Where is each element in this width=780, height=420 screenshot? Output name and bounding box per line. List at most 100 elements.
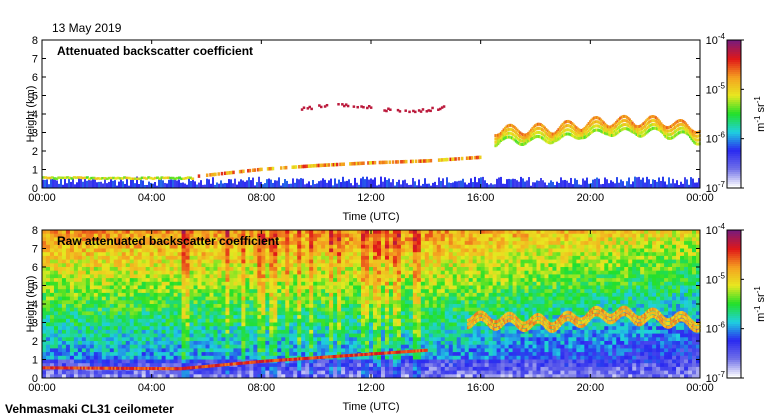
raw-cell <box>384 348 390 353</box>
upper-cloud-cell <box>609 133 612 137</box>
raw-cell <box>245 278 250 283</box>
raw-cell <box>65 263 71 268</box>
colorbar-swatch <box>727 112 741 115</box>
upper-cloud-cell <box>628 121 631 125</box>
raw-cell <box>201 292 206 297</box>
raw-cell <box>105 296 111 301</box>
raw-cell <box>193 252 198 257</box>
upper-cloud-cell <box>679 119 682 123</box>
raw-cell <box>141 374 147 379</box>
raw-cell <box>408 244 414 249</box>
raw-cell <box>285 311 290 316</box>
raw-cell <box>273 289 278 294</box>
raw-cell <box>273 274 278 279</box>
raw-cell <box>372 374 378 379</box>
raw-cell <box>357 344 362 349</box>
raw-cell <box>396 374 402 379</box>
raw-cell <box>245 244 250 249</box>
upper-cloud-cell <box>610 130 614 134</box>
raw-cell <box>257 274 262 279</box>
upper-cloud-cell <box>661 128 664 132</box>
raw-cell <box>149 285 155 290</box>
raw-cell <box>325 311 330 316</box>
raw-cell <box>109 304 115 309</box>
raw-cell <box>57 370 63 375</box>
upper-cloud-cell <box>560 128 563 132</box>
date-label: 13 May 2019 <box>52 21 122 35</box>
raw-cell <box>253 337 258 342</box>
raw-cell <box>57 348 63 353</box>
raw-cell <box>53 289 59 294</box>
raw-cell <box>85 322 91 327</box>
raw-cell <box>153 289 159 294</box>
raw-cell <box>45 374 51 379</box>
noise-cell <box>376 185 378 188</box>
raw-cell <box>105 307 111 312</box>
raw-cell <box>73 315 79 320</box>
raw-cell <box>249 233 254 238</box>
upper-cloud-cell <box>498 132 501 136</box>
raw-cell <box>185 352 190 357</box>
raw-cell <box>101 333 107 338</box>
raw-cell <box>380 248 386 253</box>
raw-cell <box>177 270 182 275</box>
raw-cell <box>213 233 218 238</box>
raw-cell <box>301 348 306 353</box>
raw-cell <box>277 366 282 371</box>
upper-cloud-cell <box>505 132 508 136</box>
raw-cell <box>333 278 338 283</box>
cloud-cell <box>334 162 337 167</box>
raw-cell <box>125 307 131 312</box>
raw-cell <box>269 292 274 297</box>
raw-cell <box>285 352 290 357</box>
raw-cell <box>293 255 298 260</box>
noise-cell <box>514 178 516 188</box>
raw-cell <box>317 259 322 264</box>
upper-cloud-cell <box>687 128 690 132</box>
raw-cell <box>361 304 366 309</box>
raw-cell <box>289 237 294 242</box>
raw-cell <box>289 300 294 305</box>
noise-cell <box>312 179 314 188</box>
raw-cell <box>109 348 115 353</box>
raw-cell <box>165 300 171 305</box>
bl-cell <box>94 177 98 180</box>
raw-cell <box>161 267 167 272</box>
upper-cloud-cell <box>668 133 671 137</box>
bl-cell <box>50 176 54 179</box>
raw-cell <box>141 311 147 316</box>
raw-cell <box>85 355 91 360</box>
raw-cell <box>249 278 254 283</box>
raw-cell <box>225 333 230 338</box>
raw-cell <box>309 285 314 290</box>
raw-cell <box>145 315 151 320</box>
raw-cell <box>353 329 358 334</box>
raw-cell <box>193 363 198 368</box>
raw-cell <box>209 374 214 379</box>
raw-cell <box>89 348 95 353</box>
raw-cell <box>73 270 79 275</box>
raw-cell <box>372 341 378 346</box>
raw-cell <box>149 315 155 320</box>
raw-cell <box>249 296 254 301</box>
raw-cell <box>133 344 139 349</box>
raw-cell <box>149 259 155 264</box>
raw-cell <box>349 333 354 338</box>
raw-cell <box>301 300 306 305</box>
raw-cell <box>113 241 119 246</box>
upper-cloud-cell <box>610 127 614 131</box>
raw-cell <box>376 355 382 360</box>
raw-cell <box>233 296 238 301</box>
raw-cell <box>408 267 414 272</box>
raw-cell <box>229 237 234 242</box>
raw-cell <box>193 244 198 249</box>
raw-cell <box>392 289 398 294</box>
raw-cell <box>341 348 346 353</box>
raw-cell <box>325 318 330 323</box>
raw-cell <box>297 259 302 264</box>
noise-cell <box>322 178 324 188</box>
upper-cloud-cell <box>540 123 544 127</box>
raw-cell <box>369 237 374 242</box>
upper-cloud-cell <box>586 130 589 134</box>
raw-cell <box>141 363 147 368</box>
